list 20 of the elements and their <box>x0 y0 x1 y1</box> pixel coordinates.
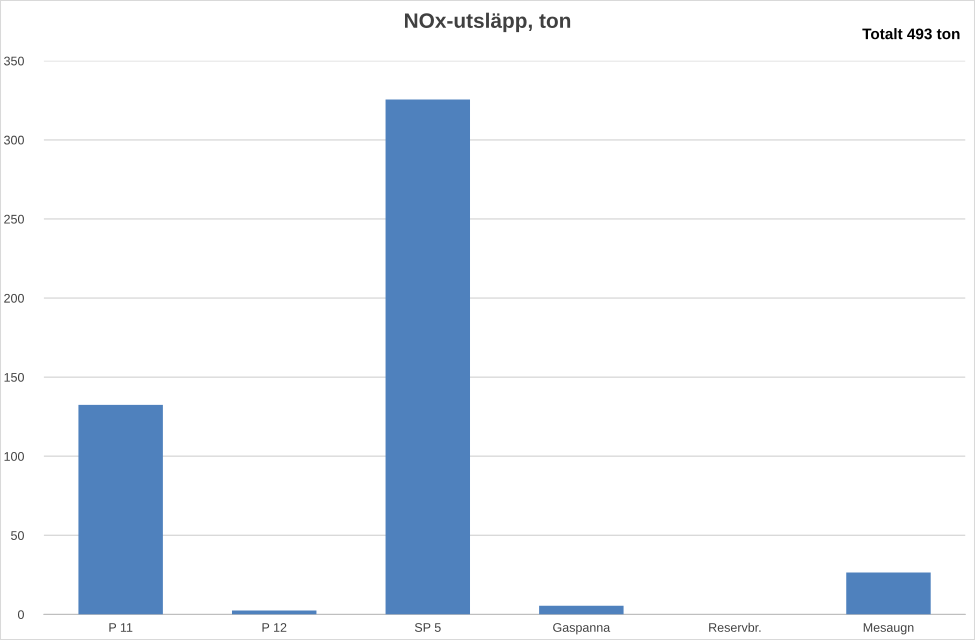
text: Totalt 493 ton <box>862 28 960 40</box>
y-tick-label: 50 <box>11 531 24 540</box>
y-tick-label: 200 <box>4 294 24 303</box>
y-tick-label: 0 <box>18 610 24 620</box>
chart-title: NOx-utsläpp, ton <box>404 12 570 32</box>
x-tick-label: Mesaugn <box>864 623 914 634</box>
bar <box>78 404 163 614</box>
y-tick-label: 350 <box>4 56 24 66</box>
x-tick-label: SP 5 <box>414 623 441 632</box>
x-tick-label: P 11 <box>109 623 132 632</box>
x-tick-label: Gaspanna <box>553 623 610 634</box>
y-tick-label: 300 <box>4 136 24 145</box>
x-tick-label: P 12 <box>262 623 286 632</box>
x-tick-label: Reservbr. <box>709 622 761 632</box>
y-tick-label: 250 <box>4 214 24 224</box>
bar <box>386 100 470 614</box>
y-tick-label: 100 <box>4 452 24 461</box>
y-tick-label: 150 <box>4 372 24 382</box>
bar <box>846 572 931 614</box>
bar <box>539 606 624 614</box>
